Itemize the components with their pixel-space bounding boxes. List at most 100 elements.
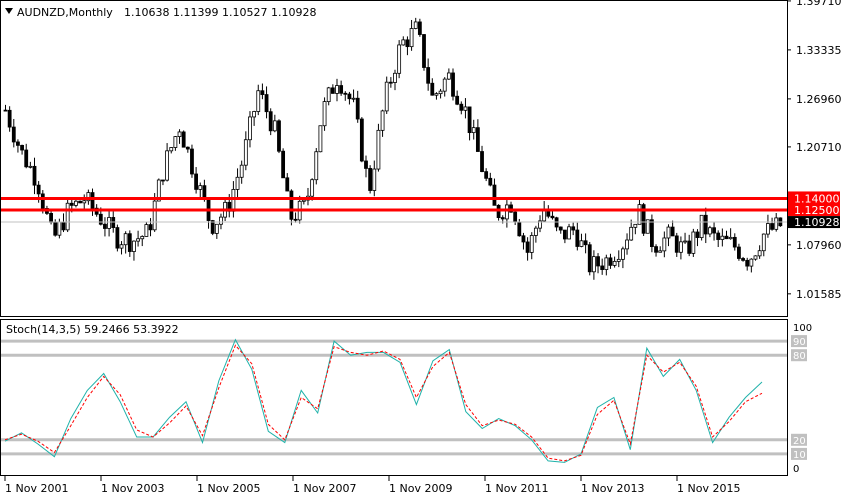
stoch-level-label: 100	[793, 323, 812, 334]
candle	[637, 198, 642, 225]
ohlc-readout: 1.10638 1.11399 1.10527 1.10928	[124, 6, 316, 19]
candle	[654, 244, 658, 257]
candle	[173, 135, 178, 151]
candle	[127, 230, 132, 257]
candle	[471, 119, 476, 140]
candle	[749, 258, 754, 273]
candle	[484, 168, 489, 182]
candle	[442, 77, 447, 97]
candle	[641, 202, 646, 236]
candle	[285, 173, 290, 192]
dropdown-arrow-icon[interactable]	[5, 8, 13, 14]
candle	[388, 77, 393, 88]
candle	[434, 92, 439, 100]
candle	[761, 233, 766, 257]
price-panel[interactable]	[0, 0, 788, 317]
candle	[699, 214, 704, 241]
price-axis: 1.39710 1.33335 1.26960 1.20710 1.07960 1.015…	[787, 0, 842, 301]
price-tick-label: 1.33335	[796, 44, 842, 57]
stoch-level-label-bg	[791, 335, 807, 348]
candle	[364, 155, 368, 178]
candle	[583, 233, 588, 254]
candlestick-series	[3, 17, 783, 280]
candle	[32, 157, 37, 195]
candle	[16, 139, 20, 153]
candle	[372, 160, 377, 197]
candle	[716, 230, 721, 248]
candle	[351, 89, 356, 103]
candle	[426, 58, 431, 91]
candle	[488, 172, 493, 187]
candle	[567, 223, 571, 240]
candle	[662, 231, 667, 258]
candle	[314, 148, 319, 185]
candle	[289, 189, 294, 226]
candle	[629, 219, 634, 241]
level-label-bg	[788, 191, 840, 205]
candle	[467, 106, 472, 141]
candle	[455, 90, 460, 106]
candle	[161, 179, 165, 186]
candle	[616, 250, 621, 268]
candle	[260, 83, 265, 100]
stoch-level-label-bg	[791, 349, 807, 362]
candle	[65, 198, 70, 233]
candle	[405, 36, 410, 56]
candle	[194, 167, 199, 194]
candle	[243, 131, 248, 171]
candle	[219, 213, 223, 230]
candle	[28, 161, 33, 169]
candle	[11, 118, 16, 148]
time-tick-label: 1 Nov 2011	[485, 482, 548, 495]
candle	[770, 217, 774, 231]
candle	[252, 110, 257, 126]
candle	[600, 258, 605, 275]
candle	[20, 144, 24, 155]
candle	[322, 97, 327, 131]
candle	[620, 246, 625, 269]
candle	[712, 222, 716, 241]
stoch-level-label: 0	[793, 464, 799, 475]
candle	[538, 215, 542, 233]
candle	[214, 223, 219, 239]
candle	[674, 232, 679, 257]
stoch-panel[interactable]	[0, 319, 788, 476]
candle	[384, 76, 389, 114]
candle	[359, 117, 364, 163]
candle	[144, 222, 149, 237]
candle	[169, 147, 174, 154]
stoch-lines	[4, 338, 763, 463]
price-tick-label: 1.20710	[796, 141, 842, 154]
candle	[268, 108, 273, 136]
time-tick-label: 1 Nov 2003	[101, 482, 164, 495]
candle	[708, 225, 712, 238]
candle	[277, 119, 281, 154]
candle	[397, 40, 402, 79]
candle	[591, 250, 596, 280]
candle	[745, 257, 750, 271]
candle	[650, 214, 654, 253]
candle	[281, 148, 286, 179]
candle	[82, 194, 87, 209]
candle	[140, 235, 145, 247]
candle	[633, 223, 638, 235]
candle	[78, 200, 82, 204]
candle	[256, 84, 261, 116]
price-tick-label: 1.01585	[796, 288, 842, 301]
candle	[679, 236, 683, 260]
price-tick-label: 1.07960	[796, 239, 842, 252]
candle	[318, 125, 323, 153]
stoch-level-label-bg	[791, 447, 807, 460]
candle	[7, 106, 12, 132]
candle	[136, 230, 140, 247]
candle	[239, 160, 244, 184]
level-label: 1.14000	[794, 192, 840, 205]
candle	[766, 214, 770, 238]
candle	[459, 101, 464, 115]
candle	[753, 255, 758, 261]
candle	[190, 144, 194, 178]
candle	[732, 233, 737, 251]
